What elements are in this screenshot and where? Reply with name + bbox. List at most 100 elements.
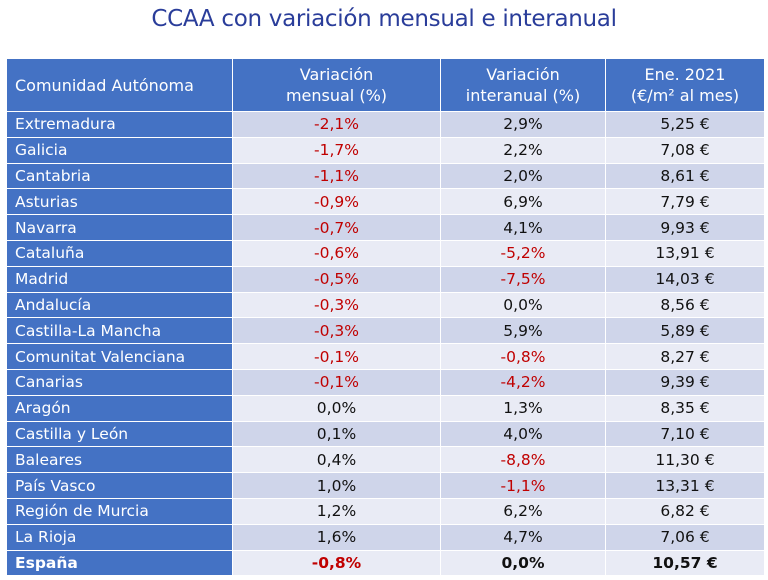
cell-variacion-mensual: -0,7% [233, 215, 441, 241]
cell-variacion-mensual: 0,1% [233, 421, 441, 447]
header-interanual-line1: Variación [486, 65, 560, 84]
cell-variacion-interanual: -1,1% [441, 473, 606, 499]
cell-variacion-interanual: 4,1% [441, 215, 606, 241]
cell-variacion-mensual: -0,9% [233, 189, 441, 215]
header-comunidad: Comunidad Autónoma [7, 59, 233, 112]
cell-precio: 8,35 € [606, 395, 765, 421]
cell-comunidad: La Rioja [7, 524, 233, 550]
cell-precio: 11,30 € [606, 447, 765, 473]
cell-comunidad: Asturias [7, 189, 233, 215]
table-row: Navarra -0,7% 4,1% 9,93 € [7, 215, 765, 241]
cell-precio: 9,39 € [606, 369, 765, 395]
cell-variacion-interanual: 6,9% [441, 189, 606, 215]
header-precio: Ene. 2021 (€/m² al mes) [606, 59, 765, 112]
cell-comunidad: Cantabria [7, 163, 233, 189]
cell-precio: 7,08 € [606, 137, 765, 163]
cell-variacion-interanual: -5,2% [441, 240, 606, 266]
cell-variacion-mensual: 1,6% [233, 524, 441, 550]
cell-precio: 5,89 € [606, 318, 765, 344]
table-body: Extremadura -2,1% 2,9% 5,25 € Galicia -1,7% 2,… [7, 112, 765, 576]
cell-variacion-interanual: 1,3% [441, 395, 606, 421]
cell-variacion-mensual: -1,7% [233, 137, 441, 163]
header-row: Comunidad Autónoma Variación mensual (%)… [7, 59, 765, 112]
cell-comunidad: Madrid [7, 266, 233, 292]
cell-precio: 8,27 € [606, 344, 765, 370]
cell-comunidad: Extremadura [7, 112, 233, 138]
header-variacion-mensual: Variación mensual (%) [233, 59, 441, 112]
table-row: Galicia -1,7% 2,2% 7,08 € [7, 137, 765, 163]
cell-variacion-mensual: -0,3% [233, 292, 441, 318]
cell-comunidad: Canarias [7, 369, 233, 395]
cell-precio: 7,10 € [606, 421, 765, 447]
cell-precio: 7,79 € [606, 189, 765, 215]
cell-variacion-interanual: -7,5% [441, 266, 606, 292]
cell-variacion-mensual: -1,1% [233, 163, 441, 189]
header-comunidad-label: Comunidad Autónoma [15, 76, 194, 95]
cell-precio: 14,03 € [606, 266, 765, 292]
cell-precio: 8,61 € [606, 163, 765, 189]
cell-comunidad: Andalucía [7, 292, 233, 318]
cell-precio: 6,82 € [606, 498, 765, 524]
cell-variacion-interanual: 2,2% [441, 137, 606, 163]
header-interanual-line2: interanual (%) [466, 86, 580, 105]
cell-precio: 9,93 € [606, 215, 765, 241]
header-precio-line1: Ene. 2021 [645, 65, 726, 84]
ccaa-table: Comunidad Autónoma Variación mensual (%)… [6, 58, 765, 576]
cell-variacion-mensual: 0,4% [233, 447, 441, 473]
cell-variacion-mensual: 1,2% [233, 498, 441, 524]
cell-comunidad: Castilla-La Mancha [7, 318, 233, 344]
table-row: Madrid -0,5% -7,5% 14,03 € [7, 266, 765, 292]
cell-precio: 13,91 € [606, 240, 765, 266]
cell-comunidad: España [7, 550, 233, 576]
table-row: Asturias -0,9% 6,9% 7,79 € [7, 189, 765, 215]
table-row: Castilla y León 0,1% 4,0% 7,10 € [7, 421, 765, 447]
cell-comunidad: País Vasco [7, 473, 233, 499]
page-title: CCAA con variación mensual e interanual [0, 6, 768, 32]
cell-comunidad: Castilla y León [7, 421, 233, 447]
cell-variacion-mensual: -0,3% [233, 318, 441, 344]
table-row-total: España -0,8% 0,0% 10,57 € [7, 550, 765, 576]
table-row: País Vasco 1,0% -1,1% 13,31 € [7, 473, 765, 499]
cell-variacion-interanual: 2,9% [441, 112, 606, 138]
table-row: Cantabria -1,1% 2,0% 8,61 € [7, 163, 765, 189]
cell-variacion-mensual: -0,6% [233, 240, 441, 266]
cell-variacion-interanual: -0,8% [441, 344, 606, 370]
cell-variacion-interanual: 4,0% [441, 421, 606, 447]
table-row: Canarias -0,1% -4,2% 9,39 € [7, 369, 765, 395]
cell-variacion-interanual: 2,0% [441, 163, 606, 189]
cell-variacion-mensual: -2,1% [233, 112, 441, 138]
cell-precio: 8,56 € [606, 292, 765, 318]
header-precio-line2: (€/m² al mes) [631, 86, 739, 105]
cell-variacion-interanual: -8,8% [441, 447, 606, 473]
header-mensual-line2: mensual (%) [286, 86, 387, 105]
header-mensual-line1: Variación [300, 65, 374, 84]
cell-comunidad: Galicia [7, 137, 233, 163]
cell-variacion-mensual: -0,1% [233, 369, 441, 395]
cell-variacion-mensual: -0,8% [233, 550, 441, 576]
cell-variacion-mensual: 1,0% [233, 473, 441, 499]
cell-comunidad: Navarra [7, 215, 233, 241]
cell-variacion-interanual: -4,2% [441, 369, 606, 395]
table-row: Aragón 0,0% 1,3% 8,35 € [7, 395, 765, 421]
cell-precio: 5,25 € [606, 112, 765, 138]
cell-variacion-interanual: 0,0% [441, 292, 606, 318]
table-row: Región de Murcia 1,2% 6,2% 6,82 € [7, 498, 765, 524]
cell-precio: 7,06 € [606, 524, 765, 550]
cell-comunidad: Comunitat Valenciana [7, 344, 233, 370]
cell-variacion-mensual: 0,0% [233, 395, 441, 421]
table-header: Comunidad Autónoma Variación mensual (%)… [7, 59, 765, 112]
cell-comunidad: Aragón [7, 395, 233, 421]
header-variacion-interanual: Variación interanual (%) [441, 59, 606, 112]
cell-precio: 13,31 € [606, 473, 765, 499]
table-row: Cataluña -0,6% -5,2% 13,91 € [7, 240, 765, 266]
cell-comunidad: Baleares [7, 447, 233, 473]
cell-variacion-mensual: -0,5% [233, 266, 441, 292]
table-row: Castilla-La Mancha -0,3% 5,9% 5,89 € [7, 318, 765, 344]
table-row: Baleares 0,4% -8,8% 11,30 € [7, 447, 765, 473]
table-row: Comunitat Valenciana -0,1% -0,8% 8,27 € [7, 344, 765, 370]
cell-variacion-interanual: 5,9% [441, 318, 606, 344]
cell-precio: 10,57 € [606, 550, 765, 576]
cell-variacion-interanual: 4,7% [441, 524, 606, 550]
cell-variacion-mensual: -0,1% [233, 344, 441, 370]
table-row: La Rioja 1,6% 4,7% 7,06 € [7, 524, 765, 550]
